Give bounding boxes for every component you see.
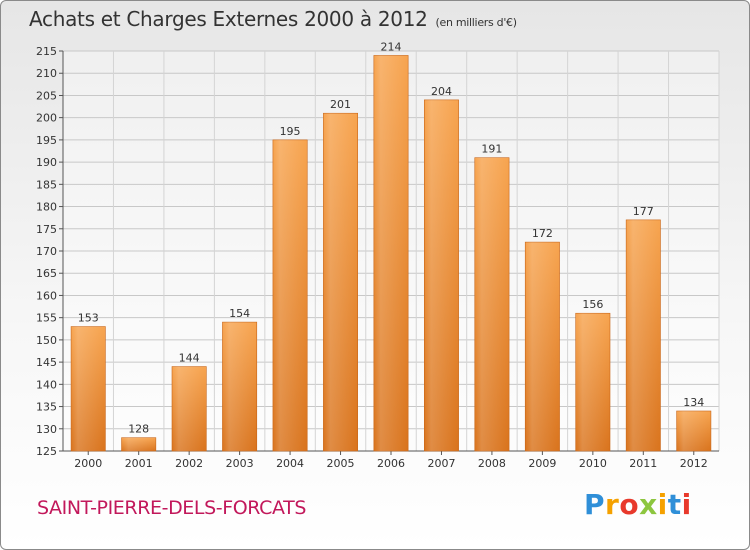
x-tick-label: 2011 — [629, 457, 657, 470]
y-tick-label: 175 — [36, 223, 57, 236]
y-tick-label: 210 — [36, 67, 57, 80]
data-label: 172 — [532, 227, 553, 240]
commune-name: SAINT-PIERRE-DELS-FORCATS — [37, 497, 307, 519]
bar-highlight — [575, 313, 611, 451]
x-tick-label: 2003 — [226, 457, 254, 470]
axes: 125 130 135 140 145 150 155 160 165 170 175 180 185 1… — [36, 45, 719, 470]
bar-highlight — [71, 326, 106, 451]
y-tick-label: 205 — [36, 89, 57, 102]
chart-subtitle: (en milliers d'€) — [435, 16, 517, 29]
logo-letter: r — [605, 488, 620, 521]
x-tick-label: 2009 — [528, 457, 556, 470]
y-tick-label: 160 — [36, 289, 57, 302]
logo-letter: i — [657, 488, 668, 521]
y-tick-label: 140 — [36, 378, 57, 391]
bar-highlight — [373, 55, 409, 451]
chart-title: Achats et Charges Externes 2000 à 2012 (e… — [29, 7, 517, 31]
x-tick-label: 2001 — [125, 457, 153, 470]
data-label: 134 — [683, 396, 704, 409]
bar-highlight — [676, 411, 711, 451]
bar-highlight — [424, 99, 459, 451]
y-tick-label: 145 — [36, 356, 57, 369]
data-label: 214 — [381, 40, 402, 53]
y-tick-label: 165 — [36, 267, 57, 280]
x-tick-label: 2008 — [478, 457, 506, 470]
x-tick-label: 2010 — [579, 457, 607, 470]
data-label: 128 — [128, 423, 149, 436]
x-tick-label: 2005 — [327, 457, 355, 470]
data-label: 195 — [280, 125, 301, 138]
y-tick-label: 155 — [36, 312, 57, 325]
y-tick-label: 215 — [36, 45, 57, 58]
logo-letter: P — [584, 488, 606, 521]
data-label: 191 — [481, 143, 502, 156]
bar-highlight — [222, 322, 257, 451]
x-tick-label: 2002 — [175, 457, 203, 470]
bar-highlight — [323, 113, 358, 451]
data-label: 144 — [179, 352, 200, 365]
data-label: 153 — [78, 312, 99, 325]
bar-highlight — [525, 242, 560, 451]
chart-title-text: Achats et Charges Externes 2000 à 2012 — [29, 7, 428, 31]
data-label: 156 — [582, 298, 603, 311]
bar-highlight — [121, 437, 156, 451]
y-tick-label: 150 — [36, 334, 57, 347]
y-tick-label: 200 — [36, 112, 57, 125]
y-tick-label: 135 — [36, 401, 57, 414]
y-tick-label: 185 — [36, 178, 57, 191]
y-tick-label: 170 — [36, 245, 57, 258]
y-tick-label: 195 — [36, 134, 57, 147]
logo-letter: i — [681, 488, 692, 521]
bar-highlight — [626, 219, 661, 451]
y-tick-label: 190 — [36, 156, 57, 169]
y-tick-label: 180 — [36, 201, 57, 214]
x-tick-label: 2007 — [427, 457, 455, 470]
logo-letter: x — [639, 488, 658, 521]
logo-letter: t — [667, 488, 682, 521]
bar-highlight — [171, 366, 207, 451]
data-label: 204 — [431, 85, 452, 98]
bar-highlight — [272, 139, 308, 451]
proxiti-logo: Proxiti — [584, 488, 692, 521]
data-label: 201 — [330, 98, 351, 111]
x-tick-label: 2004 — [276, 457, 304, 470]
bar-highlight — [474, 157, 510, 451]
data-label: 177 — [633, 205, 654, 218]
data-labels: 153 128 144 154 195 201 214 204 191 172 156 177 134 — [78, 40, 705, 435]
bars — [70, 55, 712, 452]
y-tick-label: 130 — [36, 423, 57, 436]
x-tick-label: 2000 — [74, 457, 102, 470]
x-tick-label: 2012 — [680, 457, 708, 470]
y-tick-label: 125 — [36, 445, 57, 458]
logo-letter: o — [619, 488, 640, 521]
data-label: 154 — [229, 307, 250, 320]
x-tick-label: 2006 — [377, 457, 405, 470]
